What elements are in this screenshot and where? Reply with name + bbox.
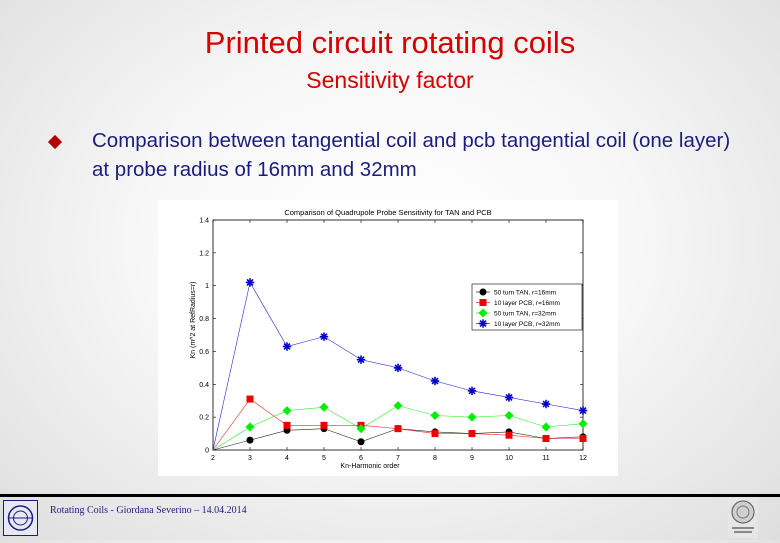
data-point-s2 (356, 424, 366, 434)
data-point-s3 (467, 386, 477, 396)
legend-marker (478, 319, 488, 328)
data-point-s3 (319, 332, 329, 341)
data-point-s3 (541, 399, 551, 409)
sensitivity-chart: 2 3 4 5 6 7 8 9 10 11 12 0 0.2 0.4 0.6 0.8 1 1.2 1.4 50 tu… (190, 208, 588, 470)
legend-label: 10 layer PCB, r=32mm (494, 321, 560, 328)
x-tick-label: 7 (396, 455, 400, 462)
data-point-s1 (579, 435, 587, 442)
x-tick-label: 3 (248, 455, 252, 462)
data-point-s0 (357, 438, 365, 446)
data-point-s0 (246, 436, 254, 444)
data-point-s1 (320, 421, 328, 429)
slide-title: Printed circuit rotating coils (204, 25, 576, 60)
legend-marker (478, 308, 488, 318)
legend-marker (479, 299, 487, 306)
data-point-s3 (504, 393, 514, 402)
x-tick-label: 9 (470, 455, 474, 462)
data-point-s2 (578, 419, 588, 429)
data-point-s1 (283, 421, 291, 429)
data-point-s1 (246, 395, 254, 403)
y-tick-label: 0 (205, 448, 209, 455)
data-point-s3 (356, 355, 366, 364)
data-point-s2 (393, 401, 403, 411)
data-point-s1 (468, 430, 476, 438)
footer-text: Rotating Coils - Giordana Severino – 14.… (50, 505, 247, 516)
x-tick-label: 10 (505, 455, 513, 462)
legend-marker (479, 288, 487, 296)
data-point-s2 (430, 411, 440, 420)
data-point-s2 (245, 422, 255, 432)
legend-label: 10 layer PCB, r=16mm (494, 300, 560, 307)
data-point-s1 (394, 425, 402, 433)
y-tick-label: 0.4 (199, 382, 209, 389)
chart-title: Comparison of Quadrupole Probe Sensitivi… (284, 208, 491, 217)
x-tick-label: 6 (359, 455, 363, 462)
data-point-s3 (282, 342, 292, 351)
cern-logo-icon (3, 500, 38, 536)
legend-box (471, 283, 583, 331)
bullet-text: Comparison between tangential coil and p… (92, 129, 731, 181)
data-point-s1 (505, 431, 513, 439)
slide-subtitle: Sensitivity factor (306, 67, 474, 93)
data-point-s1 (542, 435, 550, 442)
data-point-s2 (541, 422, 551, 432)
y-tick-label: 1.4 (199, 218, 209, 225)
y-tick-label: 1.2 (199, 250, 209, 257)
university-seal-icon (728, 498, 758, 538)
x-tick-label: 12 (579, 455, 587, 462)
data-point-s3 (578, 406, 588, 415)
y-tick-label: 0.2 (199, 415, 209, 422)
footer-rule (0, 494, 780, 497)
data-point-s2 (467, 412, 477, 422)
data-point-s3 (393, 363, 403, 373)
x-tick-label: 2 (211, 455, 215, 462)
legend-label: 50 turn TAN, r=16mm (494, 290, 556, 297)
x-tick-label: 4 (285, 455, 289, 462)
chart-x-axis-label: Kn-Harmonic order (340, 463, 400, 470)
data-point-s2 (504, 411, 514, 420)
diamond-bullet-icon (47, 134, 63, 150)
data-point-s2 (282, 406, 292, 416)
chart-container: 2 3 4 5 6 7 8 9 10 11 12 0 0.2 0.4 0.6 0.8 1 1.2 1.4 50 tu… (158, 200, 618, 476)
data-point-s2 (319, 402, 329, 412)
plot-area (212, 219, 584, 451)
legend-label: 50 turn TAN, r=32mm (494, 311, 556, 318)
y-tick-label: 0.6 (199, 349, 209, 356)
y-tick-label: 1 (205, 283, 209, 290)
data-point-s3 (430, 376, 440, 386)
data-point-s1 (431, 430, 439, 438)
x-tick-label: 8 (433, 455, 437, 462)
x-tick-label: 11 (542, 455, 549, 462)
x-tick-label: 5 (322, 455, 326, 462)
data-point-s3 (245, 278, 255, 287)
chart-y-axis-label: Kn (m^2 at RefRadius=r) (190, 281, 197, 358)
y-tick-label: 0.8 (199, 316, 209, 323)
